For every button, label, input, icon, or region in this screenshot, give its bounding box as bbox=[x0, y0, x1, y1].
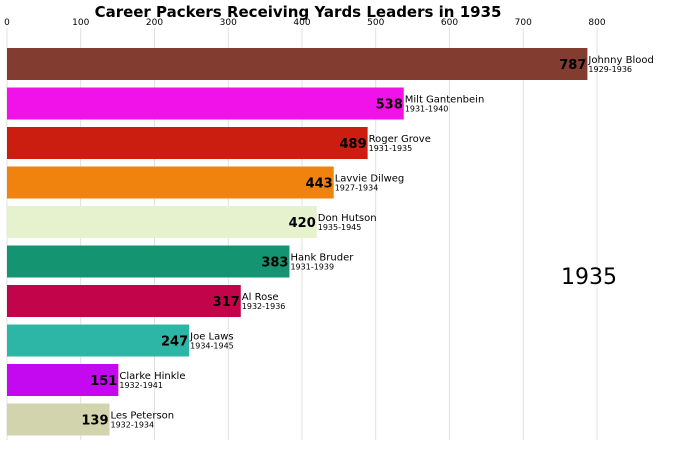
bar-years-label: 1931-1935 bbox=[369, 144, 413, 153]
bar-value-label: 538 bbox=[376, 98, 403, 113]
bar bbox=[7, 166, 334, 199]
x-tick-label: 0 bbox=[4, 18, 10, 28]
bar bbox=[7, 48, 588, 80]
x-tick-label: 400 bbox=[293, 18, 310, 28]
x-tick-label: 800 bbox=[588, 18, 605, 28]
bar-name-label: Roger Grove bbox=[369, 134, 431, 145]
bar-years-label: 1932-1936 bbox=[242, 302, 286, 311]
bar-name-label: Al Rose bbox=[242, 292, 279, 303]
x-tick-label: 100 bbox=[72, 18, 89, 28]
bar bbox=[7, 285, 241, 317]
bar-value-label: 247 bbox=[161, 335, 188, 350]
bar-value-label: 383 bbox=[261, 256, 288, 271]
bar-years-label: 1931-1939 bbox=[290, 263, 334, 272]
x-tick-label: 300 bbox=[220, 18, 237, 28]
bar-name-label: Lavvie Dilweg bbox=[335, 174, 405, 185]
year-label: 1935 bbox=[561, 265, 617, 290]
bar-name-label: Hank Bruder bbox=[290, 253, 354, 264]
bar-years-label: 1931-1940 bbox=[405, 105, 449, 114]
bar-value-label: 489 bbox=[339, 137, 366, 152]
bar-name-label: Clarke Hinkle bbox=[119, 371, 185, 382]
bar-name-label: Milt Gantenbein bbox=[405, 95, 485, 106]
bar-value-label: 317 bbox=[213, 295, 240, 310]
bar bbox=[7, 206, 317, 238]
chart-title: Career Packers Receiving Yards Leaders i… bbox=[95, 3, 502, 21]
bar-name-label: Don Hutson bbox=[318, 213, 377, 224]
bar-years-label: 1932-1941 bbox=[119, 381, 163, 390]
bar-value-label: 443 bbox=[306, 177, 333, 192]
bar-value-label: 151 bbox=[90, 374, 117, 389]
bar-years-label: 1932-1934 bbox=[111, 421, 155, 430]
bar bbox=[7, 127, 368, 159]
x-tick-label: 200 bbox=[146, 18, 163, 28]
bar bbox=[7, 403, 110, 436]
bar-name-label: Joe Laws bbox=[189, 332, 234, 343]
bar-years-label: 1935-1945 bbox=[318, 223, 362, 232]
bar-value-label: 139 bbox=[81, 414, 108, 429]
bar bbox=[7, 245, 290, 278]
x-tick-label: 700 bbox=[515, 18, 532, 28]
bar-value-label: 420 bbox=[289, 216, 316, 231]
x-axis-ticks: 0 100 200 300 400 500 600 700 800 bbox=[4, 18, 606, 28]
bar-years-label: 1927-1934 bbox=[335, 184, 379, 193]
x-tick-label: 600 bbox=[441, 18, 458, 28]
bar-years-label: 1934-1945 bbox=[190, 342, 234, 351]
bar-name-label: Les Peterson bbox=[111, 411, 175, 422]
bar-name-label: Johnny Blood bbox=[587, 55, 653, 66]
bar-years-label: 1929-1936 bbox=[588, 65, 632, 74]
bar bbox=[7, 324, 190, 357]
bar-value-label: 787 bbox=[559, 58, 586, 73]
x-tick-label: 500 bbox=[367, 18, 384, 28]
bar bbox=[7, 87, 404, 120]
bar bbox=[7, 364, 119, 396]
